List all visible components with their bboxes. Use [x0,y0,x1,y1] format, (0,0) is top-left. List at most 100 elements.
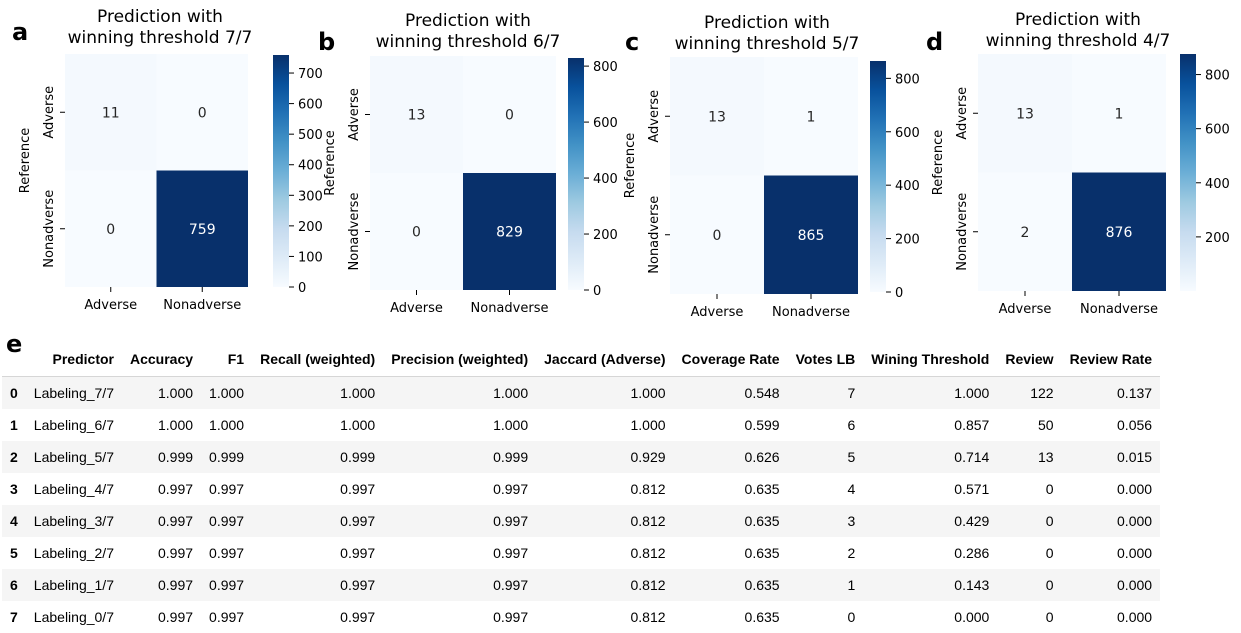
table-header-cell [2,342,26,377]
x-tick-label: Adverse [691,305,744,320]
colorbar-tick-label: 400 [895,179,920,194]
table-header-cell: Votes LB [788,342,864,377]
table-cell: 0.997 [252,537,383,569]
colorbar-tick-label: 600 [593,116,618,131]
table-cell: 122 [997,377,1061,410]
table-cell: 0.056 [1062,409,1160,441]
cell-value-label: 1 [1115,106,1124,122]
table-cell: 1.000 [383,377,536,410]
colorbar-tick-label: 800 [593,60,618,75]
table-cell: 1.000 [201,377,252,410]
panel-title-line-2: winning threshold 7/7 [68,28,253,48]
colorbar-tick-label: 600 [1205,123,1230,138]
table-cell: 0.000 [1062,537,1160,569]
table-cell: Labeling_2/7 [26,537,122,569]
panel-letter-c: c [625,28,639,56]
x-tick-label: Nonadverse [772,305,850,320]
table-cell: 0.812 [536,505,673,537]
panel-title-line-1: Prediction with [704,13,830,33]
table-header-cell: Review [997,342,1061,377]
table-cell: Labeling_4/7 [26,473,122,505]
x-tick-label: Nonadverse [163,298,241,313]
table-cell: 0.429 [863,505,997,537]
table-header-cell: Wining Threshold [863,342,997,377]
table-cell: 3 [788,505,864,537]
table-cell: 0.997 [122,601,201,633]
table-cell: 0.635 [674,569,788,601]
table-cell: 0.999 [383,441,536,473]
table-cell: 0.812 [536,473,673,505]
table-cell: 0 [997,473,1061,505]
table-cell: 0.137 [1062,377,1160,410]
table-cell: 0.997 [122,569,201,601]
colorbar-tick-label: 200 [1205,231,1230,246]
colorbar-tick-label: 200 [298,220,323,235]
table-cell: 0.286 [863,537,997,569]
colorbar-tick-label: 200 [593,228,618,243]
table-header-cell: Precision (weighted) [383,342,536,377]
table-cell: 0.997 [201,473,252,505]
table-cell: 0.997 [122,537,201,569]
table-cell: 0.000 [1062,473,1160,505]
y-tick-label: Nonadverse [347,193,362,271]
row-index-cell: 0 [2,377,26,410]
y-axis-label: Reference [931,130,946,195]
table-cell: Labeling_0/7 [26,601,122,633]
panel-letter-a: a [12,18,28,46]
row-index-cell: 5 [2,537,26,569]
table-cell: 0.997 [383,537,536,569]
confusion-matrix-figure: a Prediction with winning threshold 7/7 11 0… [0,0,1241,340]
table-cell: 5 [788,441,864,473]
y-axis-label: Reference [623,133,638,198]
colorbar-tick-label: 400 [593,172,618,187]
panel-letter-b: b [318,28,335,56]
table-cell: 1.000 [536,409,673,441]
table-cell: 0.997 [201,569,252,601]
table-cell: 1.000 [383,409,536,441]
table-cell: 0.000 [1062,601,1160,633]
y-tick-label: Nonadverse [955,193,970,271]
table-header-cell: Predictor [26,342,122,377]
x-tick-label: Adverse [999,302,1052,317]
cell-value-label: 11 [102,105,120,121]
table-cell: 0.997 [201,601,252,633]
y-tick-label: Adverse [347,88,362,141]
cell-value-label: 2 [1021,225,1030,241]
table-cell: 0.143 [863,569,997,601]
x-tick-label: Nonadverse [1080,302,1158,317]
table-cell: 0 [997,537,1061,569]
table-cell: 50 [997,409,1061,441]
x-tick-label: Adverse [390,301,443,316]
table-header-cell: F1 [201,342,252,377]
cell-value-label: 13 [1016,106,1034,122]
y-tick-label: Adverse [647,90,662,143]
row-index-cell: 6 [2,569,26,601]
row-index-cell: 3 [2,473,26,505]
table-cell: 0.997 [201,537,252,569]
cell-value-label: 0 [505,108,514,124]
table-cell: 0.812 [536,537,673,569]
cell-value-label: 0 [106,222,115,238]
table-cell: 0.000 [1062,569,1160,601]
row-index-cell: 4 [2,505,26,537]
table-cell: 13 [997,441,1061,473]
table-cell: 0.997 [252,473,383,505]
row-index-cell: 7 [2,601,26,633]
colorbar-tick-label: 0 [298,281,306,296]
cell-value-label: 0 [198,105,207,121]
table-cell: 0.548 [674,377,788,410]
row-index-cell: 1 [2,409,26,441]
table-cell: 0.997 [122,473,201,505]
x-tick-label: Nonadverse [471,301,549,316]
table-cell: 1.000 [252,409,383,441]
table-cell: 0.997 [383,601,536,633]
table-cell: 7 [788,377,864,410]
table-cell: 0.997 [122,505,201,537]
colorbar-tick-label: 700 [298,67,323,82]
